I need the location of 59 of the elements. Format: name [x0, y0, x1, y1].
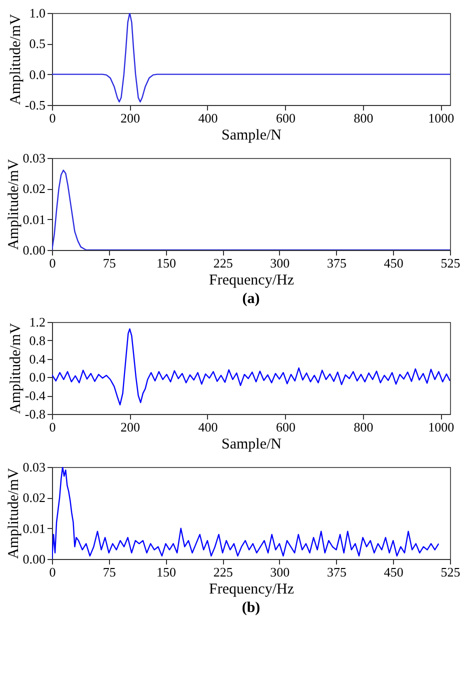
- y-tick-label: 0.02: [22, 181, 46, 196]
- x-tick-label: 400: [198, 110, 218, 126]
- x-tick-label: 200: [120, 110, 140, 126]
- line-series: [52, 328, 450, 406]
- y-tick-label: 0.03: [22, 150, 46, 166]
- x-tick-label: 75: [102, 564, 116, 580]
- x-axis-title: Frequency/Hz: [209, 582, 294, 598]
- x-tick-label: 75: [102, 256, 116, 270]
- line-series: [52, 467, 440, 559]
- y-tick-label: 0.03: [22, 460, 46, 474]
- x-tick-label: 1000: [428, 110, 454, 126]
- y-tick-label: 0.0: [29, 66, 46, 82]
- x-tick-label: 450: [384, 564, 404, 580]
- x-tick-label: 800: [354, 420, 374, 434]
- text: (b): [242, 600, 260, 616]
- text: (a): [242, 291, 260, 307]
- x-tick-label: 600: [276, 420, 296, 434]
- x-tick-label: 150: [156, 564, 176, 580]
- y-tick-label: 0.00: [22, 552, 46, 566]
- x-tick-label: 600: [276, 110, 296, 126]
- x-axis-title: Sample/N: [222, 128, 282, 144]
- x-tick-label: 525: [440, 564, 460, 580]
- y-tick-label: 0.0: [29, 370, 46, 385]
- x-axis-title: Frequency/Hz: [209, 272, 294, 288]
- y-axis-title: Amplitude/mV: [8, 322, 24, 414]
- x-tick-label: 225: [213, 564, 233, 580]
- y-tick-label: 0.5: [29, 36, 46, 52]
- y-axis-title: Amplitude/mV: [8, 14, 24, 105]
- x-tick-label: 375: [327, 256, 347, 270]
- x-tick-label: 1000: [428, 420, 454, 434]
- y-tick-label: 0.00: [22, 242, 46, 258]
- y-axis-title: Amplitude/mV: [6, 468, 22, 559]
- x-tick-label: 375: [327, 564, 347, 580]
- x-tick-label: 0: [49, 564, 56, 580]
- y-tick-label: 0.4: [29, 351, 46, 366]
- x-tick-label: 525: [440, 256, 460, 270]
- y-tick-label: 1.0: [29, 6, 46, 20]
- y-tick-label: 1.2: [29, 314, 46, 330]
- x-tick-label: 450: [384, 256, 404, 270]
- y-axis-title: Amplitude/mV: [6, 158, 22, 250]
- x-tick-label: 0: [49, 420, 56, 434]
- x-tick-label: 200: [120, 420, 140, 434]
- y-tick-label: 0.8: [29, 332, 46, 348]
- line-series: [52, 13, 450, 103]
- y-tick-label: 0.01: [22, 520, 46, 536]
- x-tick-label: 400: [198, 420, 218, 434]
- x-tick-label: 0: [49, 110, 56, 126]
- y-tick-label: 0.01: [22, 212, 46, 227]
- y-tick-label: -0.4: [24, 388, 46, 404]
- x-tick-label: 300: [270, 256, 290, 270]
- x-tick-label: 300: [270, 564, 290, 580]
- x-tick-label: 0: [49, 256, 56, 270]
- x-tick-label: 225: [213, 256, 233, 270]
- x-tick-label: 800: [354, 110, 374, 126]
- y-tick-label: -0.8: [24, 406, 46, 422]
- y-tick-label: 0.02: [22, 490, 46, 506]
- y-tick-label: -0.5: [24, 98, 46, 112]
- x-axis-title: Sample/N: [222, 436, 282, 452]
- x-tick-label: 150: [156, 256, 176, 270]
